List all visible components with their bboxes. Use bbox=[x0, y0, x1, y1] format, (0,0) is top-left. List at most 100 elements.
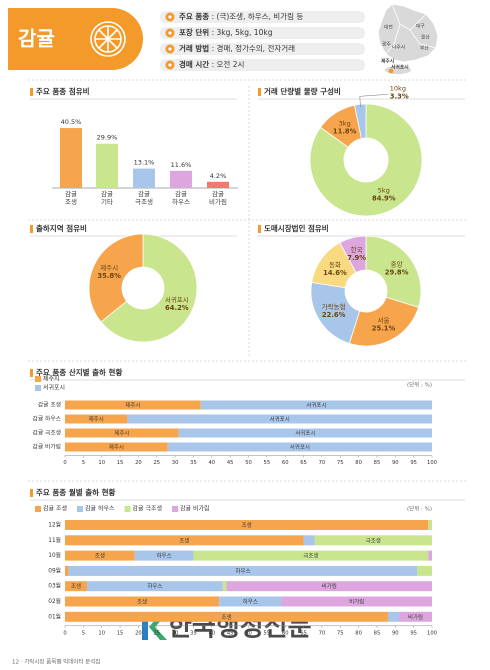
slice-label: 제주시 bbox=[100, 264, 118, 272]
legend-label: 감귤 비가림 bbox=[180, 505, 210, 513]
bar-segment bbox=[178, 428, 432, 438]
section-title: 주요 품종 산지별 출하 현황 bbox=[36, 367, 122, 377]
slice-value: 64.2% bbox=[165, 304, 189, 312]
x-tick-label: 25 bbox=[153, 460, 160, 466]
x-tick-label: 0 bbox=[63, 630, 66, 636]
unit-label: (단위 : %) bbox=[407, 381, 432, 389]
segment-label: 비가림 bbox=[408, 613, 423, 621]
bar bbox=[96, 143, 118, 188]
x-tick-label: 65 bbox=[300, 460, 307, 466]
info-label: 주요 품종 bbox=[179, 12, 209, 21]
segment-label: 서귀포시 bbox=[290, 443, 310, 451]
x-tick-label: 20 bbox=[135, 460, 142, 466]
info-pill bbox=[160, 11, 365, 23]
section-title: 주요 품종 월별 출하 현황 bbox=[36, 487, 116, 497]
bar-segment bbox=[226, 581, 432, 592]
category-label: 10월 bbox=[48, 551, 61, 559]
map bbox=[377, 3, 439, 74]
x-tick-label: 25 bbox=[153, 630, 160, 636]
bar-segment bbox=[65, 442, 168, 452]
value-label: 11.6% bbox=[171, 161, 192, 169]
info-pill bbox=[160, 59, 365, 71]
category-label: 감귤 극조생 bbox=[135, 190, 153, 206]
legend-swatch bbox=[172, 506, 179, 512]
info-value: : 오전 2시 bbox=[209, 59, 244, 69]
x-tick-label: 30 bbox=[172, 630, 179, 636]
bar-segment bbox=[428, 550, 432, 561]
map-label: 대전 bbox=[384, 24, 393, 31]
bar-segment bbox=[303, 535, 315, 546]
info-value: : (극)조생, 하우스, 비가림 등 bbox=[209, 11, 303, 21]
bar-segment bbox=[127, 414, 432, 424]
bar-segment bbox=[167, 442, 432, 452]
value-label: 4.2% bbox=[210, 172, 227, 180]
category-label: 감귤 하우스 bbox=[32, 415, 61, 423]
segment-label: 조생 bbox=[95, 552, 105, 560]
info-line: 거래 방법 : 경매, 정가수의, 전자거래 bbox=[179, 43, 295, 53]
bar-segment bbox=[193, 550, 429, 561]
x-tick-label: 55 bbox=[264, 460, 271, 466]
section-marker bbox=[30, 225, 33, 233]
bar-segment bbox=[387, 611, 399, 622]
info-value: : 경매, 정가수의, 전자거래 bbox=[209, 43, 295, 53]
section-marker bbox=[30, 489, 33, 497]
x-tick-label: 95 bbox=[410, 630, 417, 636]
category-label: 감귤 조생 bbox=[38, 401, 61, 409]
legend-label: 제주시 bbox=[43, 375, 60, 383]
slice-label: 한국 bbox=[351, 246, 363, 254]
slice-value: 7.9% bbox=[347, 254, 366, 262]
bar-segment bbox=[281, 596, 432, 607]
segment-label: 하우스 bbox=[243, 598, 258, 606]
map-label: 대구 bbox=[416, 23, 425, 30]
leader-line bbox=[359, 94, 388, 108]
unit-label: (단위 : %) bbox=[407, 505, 432, 513]
slice-value: 22.6% bbox=[322, 311, 346, 319]
x-tick-label: 50 bbox=[245, 460, 252, 466]
segment-label: 제주시 bbox=[125, 401, 140, 409]
info-line: 경매 시간 : 오전 2시 bbox=[179, 59, 244, 69]
section-marker bbox=[258, 88, 261, 96]
x-tick-label: 100 bbox=[427, 460, 437, 466]
slice-value: 29.8% bbox=[385, 268, 409, 276]
section-title: 도매시장법인 점유비 bbox=[264, 223, 329, 233]
section-title: 거래 단량별 물량 구성비 bbox=[264, 86, 341, 96]
segment-label: 조생 bbox=[137, 598, 147, 606]
info-bullet-dot bbox=[168, 63, 172, 67]
x-tick-label: 35 bbox=[190, 460, 197, 466]
x-tick-label: 15 bbox=[117, 630, 124, 636]
slice-value: 11.8% bbox=[333, 127, 357, 135]
x-tick-label: 65 bbox=[300, 630, 307, 636]
legend-label: 감귤 극조생 bbox=[133, 505, 163, 513]
legend-label: 서귀포시 bbox=[43, 384, 65, 392]
slice-label: 가락농협 bbox=[322, 302, 346, 311]
x-tick-label: 10 bbox=[98, 460, 105, 466]
segment-label: 제주시 bbox=[109, 443, 124, 451]
segment-label: 조생 bbox=[242, 521, 252, 529]
category-label: 03월 bbox=[48, 582, 61, 590]
category-label: 감귤 비가림 bbox=[32, 443, 61, 451]
legend-swatch bbox=[35, 385, 41, 391]
bar-segment bbox=[65, 611, 388, 622]
info-bullet-dot bbox=[168, 31, 172, 35]
footer: 12 · 가락시장 품목별 빅데이터 분석집 bbox=[12, 658, 100, 666]
donut-slice bbox=[348, 296, 420, 347]
category-label: 감귤 비가림 bbox=[209, 190, 227, 206]
donut-slice bbox=[365, 235, 422, 308]
section-title: 주요 품종 점유비 bbox=[36, 86, 90, 96]
x-tick-label: 90 bbox=[392, 460, 399, 466]
x-tick-label: 55 bbox=[264, 630, 271, 636]
slice-value: 35.8% bbox=[97, 272, 121, 280]
slice-label: 동화 bbox=[329, 261, 341, 269]
info-line: 주요 품종 : (극)조생, 하우스, 비가림 등 bbox=[179, 11, 303, 21]
map-label: 제주시 bbox=[381, 58, 394, 65]
bar-segment bbox=[87, 581, 223, 592]
bar-segment bbox=[417, 565, 432, 576]
info-pill bbox=[160, 27, 365, 39]
value-label: 13.1% bbox=[134, 159, 155, 167]
legend-label: 감귤 하우스 bbox=[85, 505, 115, 513]
category-label: 01월 bbox=[48, 612, 61, 620]
info-bullet-dot bbox=[168, 47, 172, 51]
header-tab bbox=[8, 8, 143, 70]
legend-swatch bbox=[35, 376, 41, 382]
